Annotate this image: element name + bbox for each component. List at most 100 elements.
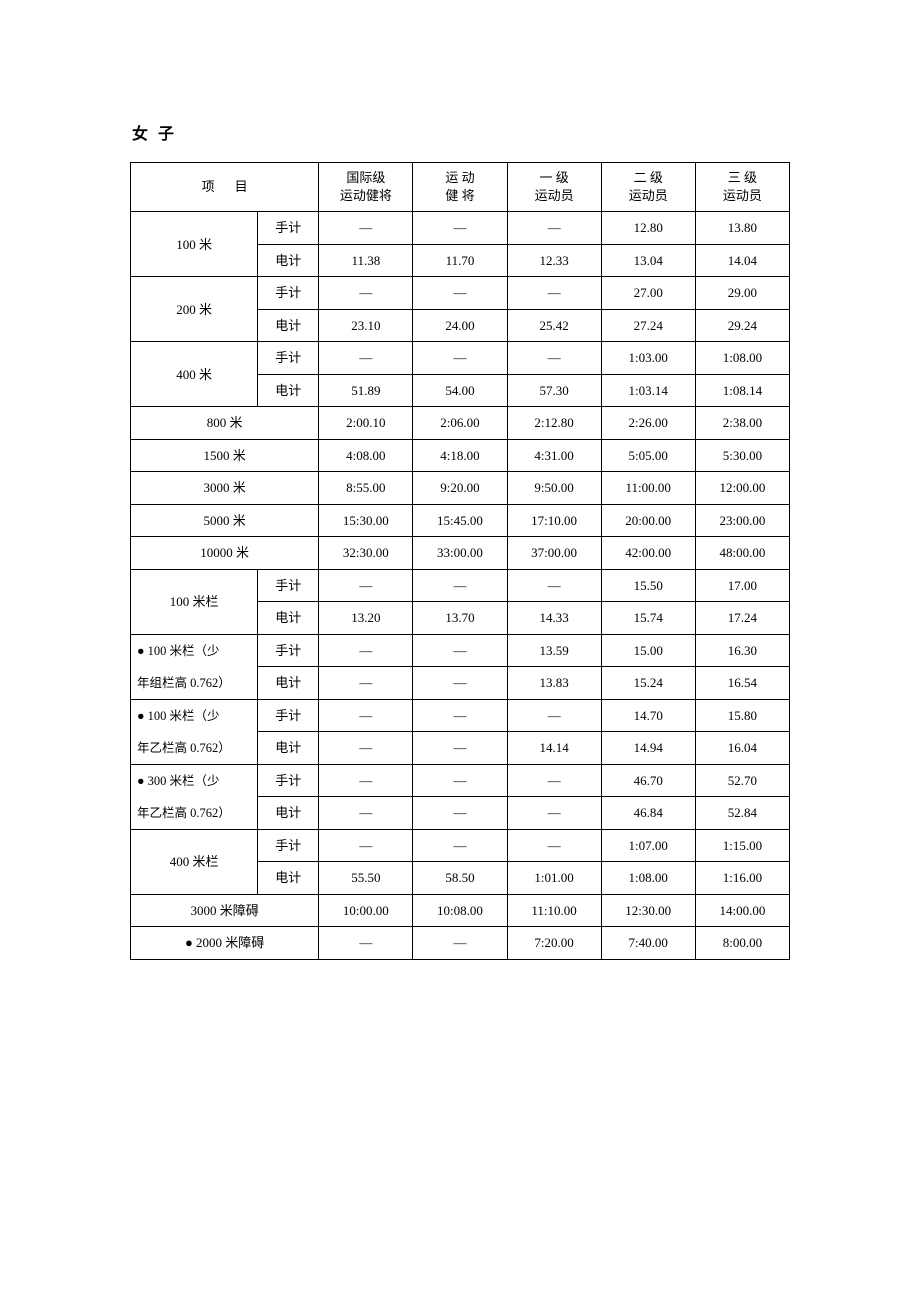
value-cell: 15:45.00 (413, 504, 507, 537)
table-row: 400 米 手计 — — — 1:03.00 1:08.00 (131, 342, 790, 375)
table-row: ● 2000 米障碍 — — 7:20.00 7:40.00 8:00.00 (131, 927, 790, 960)
value-cell: 11.70 (413, 244, 507, 277)
value-cell: 11:10.00 (507, 894, 601, 927)
value-cell: — (413, 342, 507, 375)
header-col4: 二 级 运动员 (601, 163, 695, 212)
value-cell: 25.42 (507, 309, 601, 342)
timing-type: 手计 (258, 829, 319, 862)
timing-type: 电计 (258, 374, 319, 407)
value-cell: — (507, 764, 601, 797)
timing-type: 电计 (258, 667, 319, 700)
value-cell: 14:00.00 (695, 894, 789, 927)
event-name: 10000 米 (131, 537, 319, 570)
event-name: 1500 米 (131, 439, 319, 472)
value-cell: 7:20.00 (507, 927, 601, 960)
value-cell: 13.80 (695, 212, 789, 245)
event-name: 3000 米 (131, 472, 319, 505)
value-cell: 5:30.00 (695, 439, 789, 472)
section-title: 女子 (130, 120, 790, 144)
value-cell: 7:40.00 (601, 927, 695, 960)
timing-type: 手计 (258, 634, 319, 667)
value-cell: — (507, 342, 601, 375)
event-name: 5000 米 (131, 504, 319, 537)
value-cell: — (507, 212, 601, 245)
event-name: 800 米 (131, 407, 319, 440)
value-cell: 52.70 (695, 764, 789, 797)
value-cell: 20:00.00 (601, 504, 695, 537)
event-name: 400 米 (131, 342, 258, 407)
timing-type: 电计 (258, 862, 319, 895)
value-cell: 15.50 (601, 569, 695, 602)
event-name: ● 300 米栏（少 (131, 764, 258, 797)
value-cell: 4:31.00 (507, 439, 601, 472)
value-cell: 42:00.00 (601, 537, 695, 570)
value-cell: 17.24 (695, 602, 789, 635)
timing-type: 手计 (258, 699, 319, 732)
value-cell: — (319, 797, 413, 830)
value-cell: 1:01.00 (507, 862, 601, 895)
table-row: 10000 米 32:30.00 33:00.00 37:00.00 42:00… (131, 537, 790, 570)
value-cell: 13.83 (507, 667, 601, 700)
event-name: 年乙栏高 0.762） (131, 732, 258, 765)
value-cell: 13.04 (601, 244, 695, 277)
value-cell: — (413, 699, 507, 732)
value-cell: — (319, 569, 413, 602)
value-cell: 52.84 (695, 797, 789, 830)
value-cell: 24.00 (413, 309, 507, 342)
value-cell: 14.33 (507, 602, 601, 635)
event-name: ● 2000 米障碍 (131, 927, 319, 960)
timing-type: 电计 (258, 602, 319, 635)
table-row: 3000 米 8:55.00 9:20.00 9:50.00 11:00.00 … (131, 472, 790, 505)
standards-table: 项目 国际级 运动健将 运 动 健 将 一 级 运动员 二 级 运动员 三 级 … (130, 162, 790, 960)
value-cell: 2:38.00 (695, 407, 789, 440)
event-name: 100 米栏 (131, 569, 258, 634)
value-cell: 48:00.00 (695, 537, 789, 570)
value-cell: 23.10 (319, 309, 413, 342)
table-row: 年乙栏高 0.762） 电计 — — 14.14 14.94 16.04 (131, 732, 790, 765)
value-cell: 12.33 (507, 244, 601, 277)
table-row: 200 米 手计 — — — 27.00 29.00 (131, 277, 790, 310)
value-cell: 1:03.14 (601, 374, 695, 407)
table-row: 100 米 手计 — — — 12.80 13.80 (131, 212, 790, 245)
value-cell: 1:08.00 (695, 342, 789, 375)
event-name: 年组栏高 0.762） (131, 667, 258, 700)
value-cell: — (413, 732, 507, 765)
value-cell: 14.70 (601, 699, 695, 732)
value-cell: — (319, 667, 413, 700)
value-cell: 12.80 (601, 212, 695, 245)
value-cell: 51.89 (319, 374, 413, 407)
event-name: 200 米 (131, 277, 258, 342)
value-cell: 27.00 (601, 277, 695, 310)
value-cell: — (507, 829, 601, 862)
timing-type: 电计 (258, 309, 319, 342)
value-cell: 16.30 (695, 634, 789, 667)
value-cell: — (507, 277, 601, 310)
value-cell: 1:03.00 (601, 342, 695, 375)
value-cell: — (319, 927, 413, 960)
value-cell: 2:00.10 (319, 407, 413, 440)
value-cell: 55.50 (319, 862, 413, 895)
value-cell: 17:10.00 (507, 504, 601, 537)
value-cell: 9:50.00 (507, 472, 601, 505)
value-cell: 54.00 (413, 374, 507, 407)
timing-type: 手计 (258, 212, 319, 245)
value-cell: — (413, 764, 507, 797)
value-cell: 15.74 (601, 602, 695, 635)
value-cell: 29.00 (695, 277, 789, 310)
timing-type: 手计 (258, 342, 319, 375)
timing-type: 电计 (258, 797, 319, 830)
value-cell: — (413, 829, 507, 862)
value-cell: 14.04 (695, 244, 789, 277)
value-cell: 2:12.80 (507, 407, 601, 440)
value-cell: — (413, 797, 507, 830)
event-name: ● 100 米栏（少 (131, 634, 258, 667)
table-row: 1500 米 4:08.00 4:18.00 4:31.00 5:05.00 5… (131, 439, 790, 472)
value-cell: 16.04 (695, 732, 789, 765)
value-cell: 23:00.00 (695, 504, 789, 537)
header-col3: 一 级 运动员 (507, 163, 601, 212)
timing-type: 手计 (258, 277, 319, 310)
table-row: ● 300 米栏（少 手计 — — — 46.70 52.70 (131, 764, 790, 797)
value-cell: — (507, 569, 601, 602)
value-cell: 29.24 (695, 309, 789, 342)
value-cell: 8:00.00 (695, 927, 789, 960)
